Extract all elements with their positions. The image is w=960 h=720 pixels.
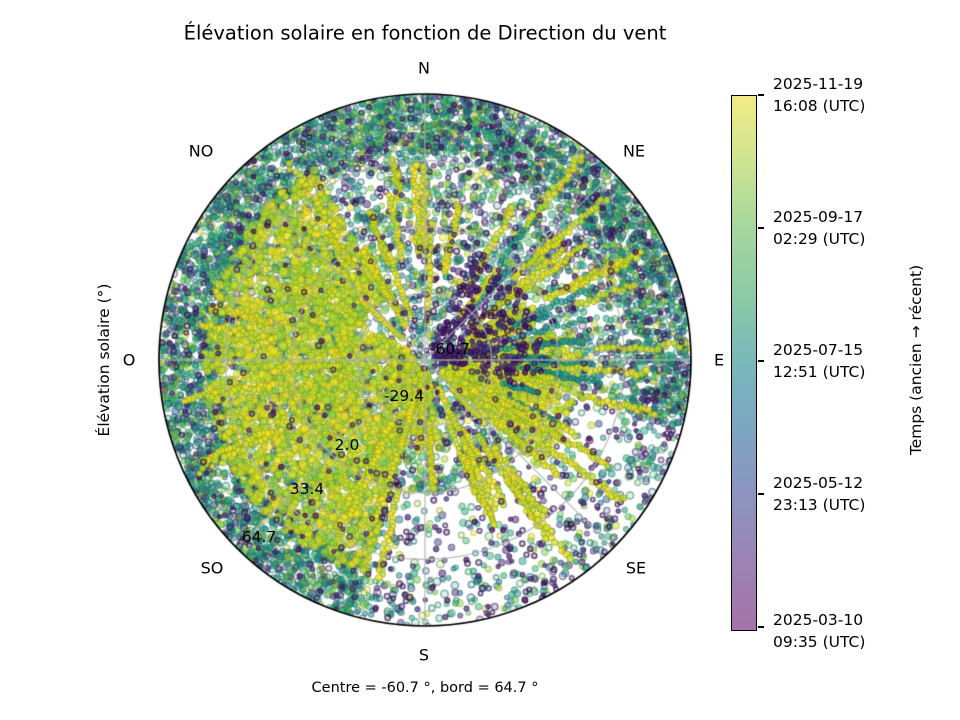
compass-label-no: NO (188, 141, 214, 161)
colorbar-tick-mark (758, 493, 764, 495)
colorbar-tick-mark (758, 227, 764, 229)
compass-label-e: E (713, 350, 725, 370)
page-title: Élévation solaire en fonction de Directi… (183, 21, 667, 45)
compass-label-o: O (122, 350, 136, 370)
radial-tick-1: -29.4 (383, 387, 425, 405)
colorbar-tick-mark (758, 94, 764, 96)
compass-label-so: SO (200, 558, 224, 578)
compass-label-s: S (418, 645, 430, 665)
colorbar-gradient (731, 95, 757, 631)
caption: Centre = -60.7 °, bord = 64.7 ° (311, 680, 539, 696)
colorbar-tick-mark (758, 360, 764, 362)
colorbar-tick-label-2: 2025-07-15 12:51 (UTC) (773, 341, 866, 381)
colorbar-tick-label-4: 2025-03-10 09:35 (UTC) (773, 611, 866, 651)
radial-tick-4: 64.7 (241, 528, 277, 546)
colorbar-tick-label-1: 2025-09-17 02:29 (UTC) (773, 208, 866, 248)
colorbar-tick-label-3: 2025-05-12 23:13 (UTC) (773, 474, 866, 514)
radial-tick-3: 33.4 (289, 480, 325, 498)
compass-label-se: SE (625, 558, 647, 578)
colorbar-axis-label: Temps (ancien → récent) (907, 264, 925, 456)
compass-label-ne: NE (622, 141, 646, 161)
colorbar-tick-label-0: 2025-11-19 16:08 (UTC) (773, 75, 866, 115)
radial-tick-2: 2.0 (334, 436, 360, 454)
y-axis-label: Élévation solaire (°) (95, 283, 113, 437)
compass-label-n: N (418, 58, 430, 78)
radial-tick-0: -60.7 (429, 340, 471, 358)
colorbar-tick-mark (758, 626, 764, 628)
